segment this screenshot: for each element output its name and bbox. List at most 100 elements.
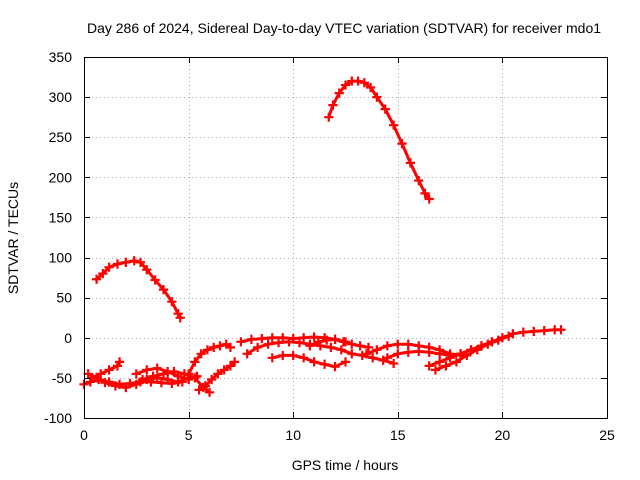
data-point	[435, 357, 445, 367]
data-point	[225, 361, 236, 371]
data-point	[309, 357, 319, 367]
data-point	[382, 353, 392, 363]
data-point	[405, 158, 415, 168]
data-point	[355, 341, 365, 351]
series-arc-2	[324, 76, 434, 204]
data-point	[236, 337, 246, 347]
data-point	[158, 369, 169, 379]
x-axis-title: GPS time / hours	[292, 457, 399, 473]
y-tick-label: 150	[49, 209, 73, 225]
y-tick-label: 200	[49, 169, 73, 185]
data-point	[257, 333, 267, 344]
chart-title: Day 286 of 2024, Sidereal Day-to-day VTE…	[87, 20, 601, 36]
data-point	[202, 345, 213, 355]
data-point	[556, 325, 566, 335]
data-point	[131, 369, 141, 379]
data-point	[328, 100, 338, 110]
data-point	[353, 76, 363, 86]
x-tick-label: 5	[185, 427, 193, 443]
axis-ticks	[84, 57, 608, 419]
y-tick-labels: -100 -50 0 50 100 150 200 250 300 350	[44, 49, 72, 426]
y-tick-label: 250	[49, 129, 73, 145]
series-arc-5	[87, 357, 125, 383]
data-point	[288, 350, 298, 361]
series-line	[364, 342, 463, 357]
data-point	[389, 358, 399, 369]
data-point	[284, 337, 294, 347]
data-point	[382, 341, 392, 351]
data-point	[225, 342, 236, 353]
data-point	[278, 333, 288, 343]
data-point	[455, 349, 466, 359]
data-point	[273, 337, 284, 348]
data-point	[137, 374, 148, 385]
data-point	[200, 381, 210, 391]
data-point	[330, 362, 340, 372]
data-point	[430, 365, 441, 375]
data-point	[246, 334, 256, 344]
data-point	[340, 357, 351, 367]
data-point	[445, 353, 455, 363]
data-point	[340, 80, 351, 90]
data-point	[100, 378, 110, 388]
data-point	[167, 297, 177, 307]
data-point	[324, 112, 334, 122]
data-point	[380, 104, 390, 114]
data-point	[156, 378, 167, 388]
data-point	[472, 345, 482, 355]
data-point	[190, 357, 200, 367]
x-tick-label: 0	[80, 427, 88, 443]
data-point	[91, 274, 102, 284]
data-point	[213, 369, 223, 379]
data-point	[299, 353, 309, 363]
data-point	[169, 366, 179, 377]
data-point	[322, 335, 332, 345]
data-point	[403, 347, 413, 357]
data-point	[451, 357, 461, 367]
data-point	[194, 385, 204, 395]
data-point	[215, 341, 225, 351]
data-point	[424, 194, 434, 204]
series-arc-13	[305, 334, 374, 353]
data-point	[207, 374, 217, 385]
data-point	[142, 365, 152, 375]
data-point	[104, 262, 114, 272]
x-tick-labels: 0 5 10 15 20 25	[80, 427, 615, 443]
data-point	[219, 365, 229, 375]
x-tick-label: 25	[599, 427, 615, 443]
data-point	[372, 345, 382, 355]
data-point	[299, 333, 309, 343]
data-point	[493, 335, 503, 345]
data-point	[393, 349, 403, 359]
y-tick-label: -100	[44, 410, 72, 426]
data-point	[403, 339, 413, 349]
data-point	[148, 371, 158, 381]
data-point	[529, 326, 539, 336]
data-point	[414, 175, 424, 186]
data-point	[152, 363, 162, 373]
data-point	[83, 369, 93, 379]
data-point	[504, 331, 514, 341]
data-point	[96, 369, 106, 379]
data-point	[319, 359, 330, 369]
data-point	[368, 353, 378, 363]
data-point	[347, 339, 357, 349]
data-point	[114, 357, 125, 367]
y-tick-label: 350	[49, 49, 73, 65]
data-point	[131, 379, 141, 389]
data-point	[309, 332, 319, 342]
series-arc-8	[184, 339, 236, 379]
data-point	[305, 341, 315, 351]
y-tick-label: 300	[49, 89, 73, 105]
plot-frame	[84, 57, 608, 419]
data-point	[267, 353, 277, 363]
data-point	[204, 387, 215, 397]
data-point	[313, 337, 323, 347]
x-tick-label: 10	[285, 427, 301, 443]
data-point	[196, 349, 206, 359]
series-arc-17	[430, 331, 514, 375]
data-point	[366, 82, 376, 93]
data-point	[326, 342, 336, 353]
series-arc-9	[194, 357, 240, 395]
